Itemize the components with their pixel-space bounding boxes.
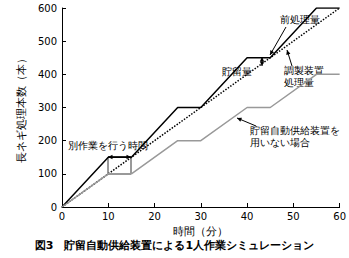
svg-text:100: 100 bbox=[38, 168, 57, 179]
svg-text:図3 貯留自動供給装置による1人作業シミュレーション: 図3 貯留自動供給装置による1人作業シミュレーション bbox=[35, 239, 314, 252]
svg-text:処理量: 処理量 bbox=[284, 77, 314, 88]
svg-text:300: 300 bbox=[38, 102, 57, 113]
svg-text:調製装置: 調製装置 bbox=[284, 64, 324, 76]
svg-text:10: 10 bbox=[102, 211, 115, 222]
svg-text:20: 20 bbox=[148, 211, 161, 222]
svg-text:30: 30 bbox=[194, 211, 207, 222]
svg-text:40: 40 bbox=[241, 211, 254, 222]
svg-text:用いない場合: 用いない場合 bbox=[250, 137, 310, 148]
svg-text:200: 200 bbox=[38, 135, 57, 146]
svg-text:長ネギ処理本数（本）: 長ネギ処理本数（本） bbox=[15, 53, 28, 163]
svg-text:前処理量: 前処理量 bbox=[280, 14, 320, 25]
svg-text:0: 0 bbox=[59, 211, 65, 222]
svg-text:貯留量: 貯留量 bbox=[222, 66, 252, 77]
svg-text:500: 500 bbox=[38, 36, 57, 47]
svg-text:400: 400 bbox=[38, 69, 57, 80]
svg-text:別作業を行う時間: 別作業を行う時間 bbox=[68, 140, 148, 151]
svg-text:貯留自動供給装置を: 貯留自動供給装置を bbox=[250, 125, 340, 136]
svg-text:60: 60 bbox=[333, 211, 346, 222]
svg-text:600: 600 bbox=[38, 3, 57, 14]
svg-text:50: 50 bbox=[287, 211, 300, 222]
svg-text:時間（分）: 時間（分） bbox=[173, 225, 228, 238]
svg-text:0: 0 bbox=[51, 202, 57, 213]
